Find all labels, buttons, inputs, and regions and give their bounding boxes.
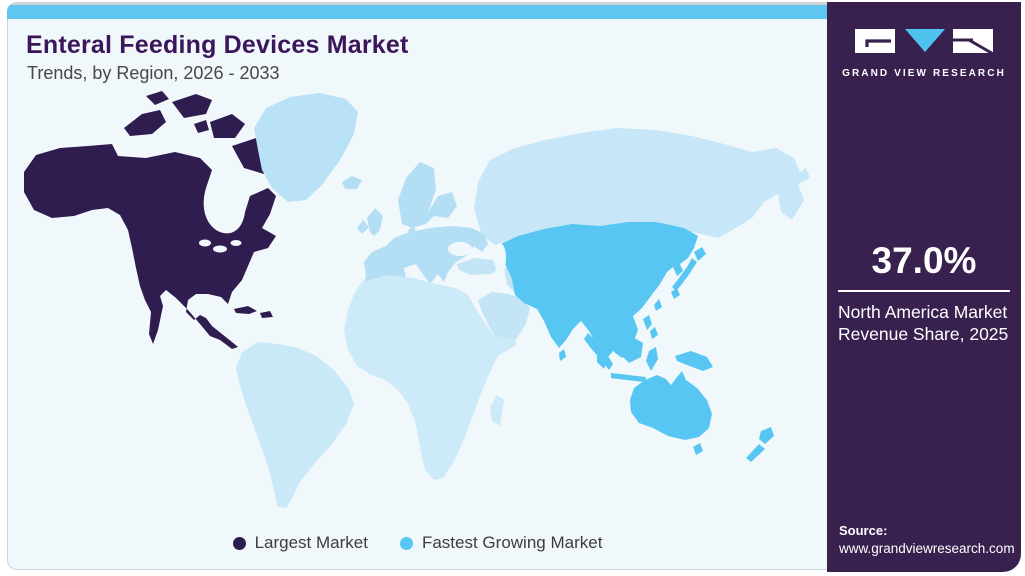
hudson-bay [208, 190, 236, 224]
apac-borneo [619, 337, 643, 363]
caspian-sea [494, 243, 506, 273]
stat-label: North America Market Revenue Share, 2025 [838, 301, 1010, 346]
source-url[interactable]: www.grandviewresearch.com [839, 541, 1015, 556]
stat-label-line2: Revenue Share, 2025 [838, 324, 1009, 345]
page-title: Enteral Feeding Devices Market [26, 31, 409, 59]
top-accent-bar [7, 2, 827, 19]
source-block: Source: www.grandviewresearch.com [839, 523, 1015, 556]
europe-denmark [408, 226, 416, 235]
great-lake-mid [213, 245, 227, 253]
north-america-mainland [24, 144, 276, 349]
legend-label-largest: Largest Market [254, 533, 368, 552]
logo-block: GRAND VIEW RESEARCH [827, 2, 1021, 79]
top-accent-blue-bar [7, 5, 827, 19]
apac-new-guinea [675, 351, 713, 371]
middle-east-turkey [457, 258, 501, 275]
region-south-america [236, 342, 354, 508]
source-label: Source: [839, 523, 888, 538]
apac-japan-honshu [672, 258, 697, 291]
apac-tasmania [693, 443, 703, 455]
apac-new-zealand [746, 427, 774, 462]
europe-uk [367, 208, 383, 236]
stat-block: 37.0% North America Market Revenue Share… [838, 240, 1010, 346]
stat-label-line1: North America Market [838, 302, 1008, 322]
europe-ireland [357, 220, 369, 234]
region-north-america [24, 91, 276, 349]
legend-label-fastest: Fastest Growing Market [421, 533, 603, 552]
legend-dot-fastest [399, 536, 413, 550]
map-legend: Largest Market Fastest Growing Market [8, 533, 827, 553]
apac-taiwan [654, 299, 662, 311]
africa-madagascar [490, 395, 504, 426]
black-sea [448, 242, 472, 256]
north-america-caribbean [234, 306, 273, 318]
apac-mainland [497, 222, 698, 369]
apac-java [611, 373, 646, 382]
europe-iceland [342, 176, 362, 189]
stat-divider [838, 290, 1010, 292]
apac-sumatra [584, 333, 613, 370]
apac-philippines [643, 315, 658, 339]
legend-item-largest-market: Largest Market [232, 533, 368, 553]
middle-east-arabia [478, 292, 530, 346]
europe-scandinavia [398, 162, 457, 228]
brand-name: GRAND VIEW RESEARCH [842, 68, 1006, 79]
region-asia-pacific [497, 222, 774, 462]
gvr-logo-icon [855, 29, 996, 57]
page-subtitle: Trends, by Region, 2026 - 2033 [27, 63, 280, 83]
stat-value: 37.0% [871, 240, 977, 281]
inland-waters [199, 190, 506, 273]
north-america-arctic-islands [124, 91, 272, 174]
africa-mainland [344, 275, 517, 480]
region-russia [474, 128, 810, 245]
great-lake-east [230, 240, 242, 246]
apac-japan-kyushu [671, 288, 680, 299]
legend-dot-largest [232, 536, 246, 550]
apac-sri-lanka [559, 349, 566, 361]
region-greenland [254, 93, 358, 202]
region-africa [344, 275, 517, 480]
great-lake-west [199, 239, 211, 247]
apac-japan-hokkaido [694, 247, 706, 261]
apac-sulawesi [646, 347, 658, 371]
brand-sidebar: GRAND VIEW RESEARCH 37.0% North America … [827, 2, 1021, 572]
top-accent-gray-edge [7, 2, 827, 5]
legend-item-fastest-growing: Fastest Growing Market [399, 533, 603, 553]
apac-australia [630, 371, 712, 440]
